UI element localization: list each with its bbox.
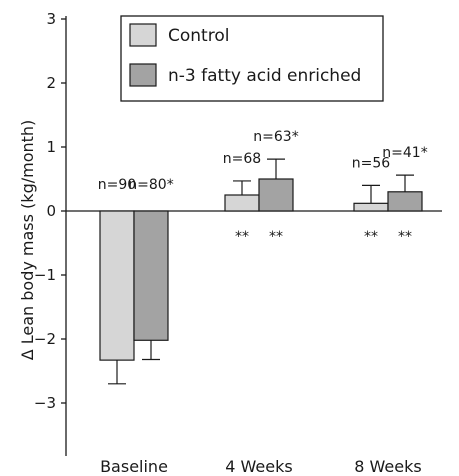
- y-axis-label: Δ Lean body mass (kg/month): [18, 120, 37, 361]
- significance-label: **: [364, 229, 378, 245]
- y-tick-label: −2: [34, 330, 56, 348]
- legend-swatch: [129, 23, 157, 47]
- bar-control-0: [99, 210, 135, 361]
- significance-label: **: [269, 229, 283, 245]
- bar-control-2: [353, 202, 389, 212]
- n-label: n=63*: [253, 129, 298, 145]
- y-tick-label: 0: [46, 202, 56, 220]
- n-label: n=80*: [128, 177, 173, 193]
- n-label: n=68: [223, 151, 261, 167]
- bars: [99, 158, 423, 385]
- category-label: 8 Weeks: [354, 457, 421, 476]
- y-tick-label: 3: [46, 10, 56, 28]
- significance-label: **: [235, 229, 249, 245]
- bar-n3-2: [387, 191, 423, 212]
- category-label: Baseline: [100, 457, 168, 476]
- y-tick-label: 2: [46, 74, 56, 92]
- y-tick-label: 1: [46, 138, 56, 156]
- legend-label: n-3 fatty acid enriched: [168, 66, 361, 86]
- significance-label: **: [398, 229, 412, 245]
- n-label: n=90: [98, 177, 136, 193]
- legend: Control n-3 fatty acid enriched: [120, 15, 384, 102]
- legend-box: [120, 15, 384, 102]
- labels: n=90n=80* Baseline n=68 ** n=63* ** 4 Weeks n=5…: [98, 129, 428, 476]
- bar-n3-1: [258, 178, 294, 212]
- bar-n3-0: [133, 210, 169, 341]
- legend-label: Control: [168, 26, 229, 46]
- n-label: n=56: [352, 155, 391, 171]
- y-tick-label: −3: [34, 394, 56, 412]
- bar-control-1: [224, 194, 260, 212]
- category-label: 4 Weeks: [225, 457, 292, 476]
- y-tick-label: −1: [34, 266, 56, 284]
- legend-swatch: [129, 63, 157, 87]
- n-label: n=41*: [382, 145, 427, 161]
